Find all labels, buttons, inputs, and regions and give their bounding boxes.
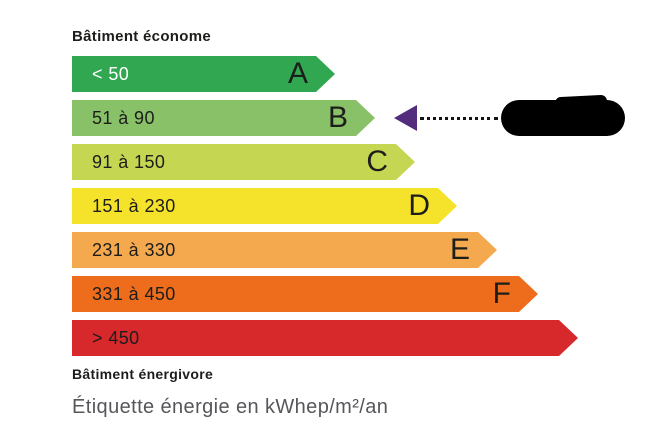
- energy-label: Bâtiment économe < 50 A 51 à 90 B 91 à 1…: [72, 28, 625, 419]
- redacted-value-blob: [501, 100, 625, 136]
- energy-class-letter-a: A: [287, 57, 308, 90]
- energy-class-letter-c: C: [366, 145, 388, 178]
- energy-range-label-f: 331 à 450: [92, 283, 176, 304]
- energy-row-e: 231 à 330 E: [72, 232, 578, 268]
- current-class-indicator: [394, 100, 625, 136]
- left-arrow-icon: [394, 105, 417, 131]
- energy-row-f: 331 à 450 F: [72, 276, 578, 312]
- energy-bar-e: 231 à 330 E: [72, 232, 497, 268]
- energy-range-label-g: > 450: [92, 327, 140, 348]
- energy-class-letter-f: F: [492, 277, 511, 310]
- energy-bar-b: 51 à 90 B: [72, 100, 375, 136]
- energy-range-label-e: 231 à 330: [92, 239, 176, 260]
- energy-range-label-d: 151 à 230: [92, 195, 176, 216]
- energy-bar-f: 331 à 450 F: [72, 276, 538, 312]
- energy-scale: < 50 A 51 à 90 B 91 à 150 C 151 à 230 D: [72, 56, 625, 356]
- energy-class-letter-e: E: [449, 233, 470, 266]
- energy-bar-a: < 50 A: [72, 56, 335, 92]
- top-scale-label: Bâtiment économe: [72, 28, 211, 45]
- energy-row-b: 51 à 90 B: [72, 100, 578, 136]
- energy-class-letter-d: D: [408, 189, 430, 222]
- energy-range-label-c: 91 à 150: [92, 151, 166, 172]
- energy-row-d: 151 à 230 D: [72, 188, 578, 224]
- chart-caption: Étiquette énergie en kWhep/m²/an: [72, 396, 389, 418]
- energy-range-label-a: < 50: [92, 63, 130, 84]
- energy-class-letter-b: B: [327, 101, 348, 134]
- energy-bar-g: > 450: [72, 320, 578, 356]
- energy-bar-d: 151 à 230 D: [72, 188, 457, 224]
- energy-row-a: < 50 A: [72, 56, 578, 92]
- dotted-connector-line: [420, 116, 498, 120]
- bottom-scale-label: Bâtiment énergivore: [72, 366, 214, 382]
- energy-row-c: 91 à 150 C: [72, 144, 578, 180]
- energy-range-label-b: 51 à 90: [92, 107, 155, 128]
- energy-bar-c: 91 à 150 C: [72, 144, 415, 180]
- energy-row-g: > 450: [72, 320, 578, 356]
